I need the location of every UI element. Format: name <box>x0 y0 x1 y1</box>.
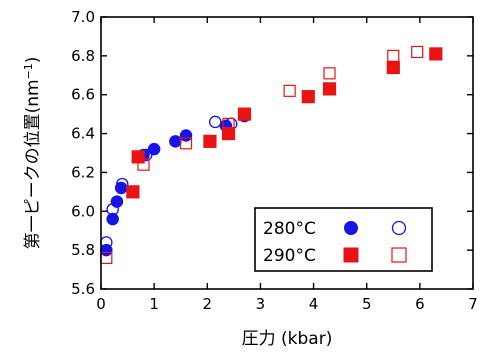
y-tick-label: 5.6 <box>71 280 95 298</box>
data-point-square-filled <box>237 107 252 121</box>
legend-marker-290c-filled <box>343 247 359 263</box>
data-point-circle-open <box>106 203 119 216</box>
legend-marker-280c-filled <box>344 221 358 235</box>
plot-frame <box>100 16 474 290</box>
x-tick-label: 0 <box>96 295 106 313</box>
data-point-square-open <box>100 251 113 265</box>
y-tick-label: 6.2 <box>71 163 95 181</box>
data-point-circle-open <box>116 177 129 191</box>
legend: 280°C 290°C <box>254 207 433 272</box>
data-point-square-open <box>137 158 150 171</box>
data-point-circle-filled <box>169 135 182 148</box>
x-tick-label: 5 <box>362 295 372 313</box>
x-tick-label: 7 <box>468 295 478 313</box>
data-point-square-filled <box>126 185 140 199</box>
x-tick-label: 3 <box>256 295 266 313</box>
x-tick-label: 4 <box>309 295 319 313</box>
data-point-circle-open <box>209 115 222 129</box>
data-point-square-open <box>179 137 193 150</box>
y-axis-label-exponent: −1 <box>22 63 35 79</box>
x-tick-label: 6 <box>415 295 425 313</box>
x-axis-label: 圧力 (kbar) <box>242 329 333 349</box>
legend-label-280c: 280°C <box>263 219 316 239</box>
data-point-square-open <box>387 49 400 62</box>
x-tick-label: 1 <box>149 295 159 313</box>
data-point-square-filled <box>429 47 443 61</box>
y-tick-label: 5.8 <box>71 241 95 259</box>
y-axis-label: 第一ピークの位置(nm−1) <box>22 57 44 250</box>
legend-marker-280c-open <box>391 220 407 236</box>
y-tick-label: 6.8 <box>71 47 95 65</box>
data-point-square-open <box>323 67 336 80</box>
legend-marker-290c-open <box>391 247 407 263</box>
data-points <box>100 45 443 265</box>
axis-tick-labels: 0 1 2 3 4 5 6 7 5.6 5.8 6.0 6.2 6.4 6.6 6.8 7.0 <box>71 8 478 313</box>
data-point-square-filled <box>221 126 236 141</box>
data-point-square-filled <box>203 134 217 148</box>
data-point-square-open <box>222 117 235 130</box>
data-point-square-filled <box>301 90 315 104</box>
y-tick-label: 6.4 <box>71 125 95 143</box>
x-tick-label: 2 <box>203 295 213 313</box>
y-axis-label-main: 第一ピークの位置(nm <box>23 79 43 249</box>
y-tick-label: 6.0 <box>71 202 95 220</box>
data-point-circle-open <box>100 236 113 249</box>
legend-label-290c: 290°C <box>263 246 316 266</box>
data-point-square-open <box>411 45 424 59</box>
data-point-square-filled <box>386 60 400 75</box>
data-point-circle-filled <box>106 212 119 226</box>
y-tick-label: 7.0 <box>71 8 95 26</box>
y-tick-label: 6.6 <box>71 86 95 104</box>
data-point-square-filled <box>322 82 337 96</box>
data-point-square-open <box>283 84 296 97</box>
y-axis-label-close: ) <box>23 57 43 64</box>
